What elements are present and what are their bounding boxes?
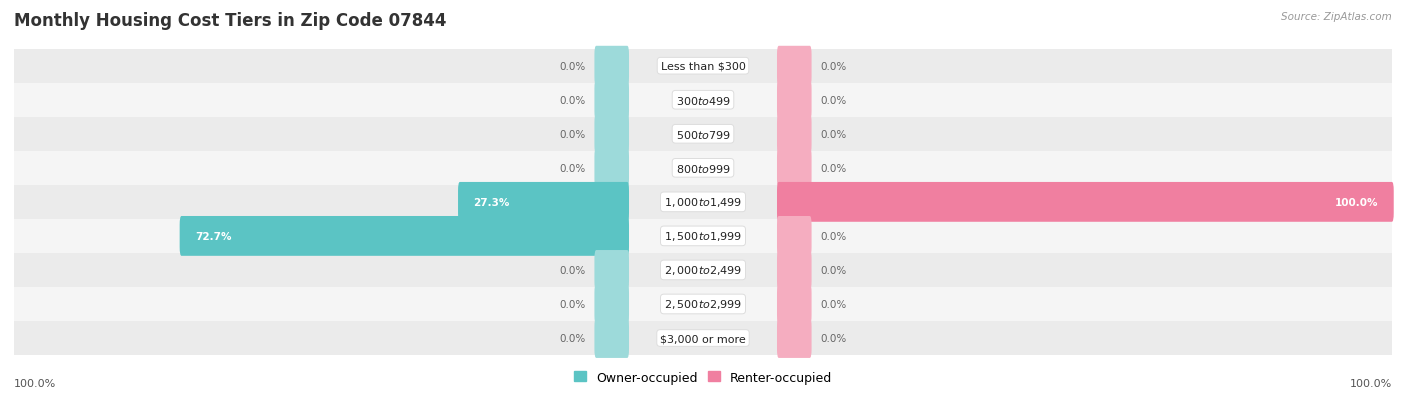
FancyBboxPatch shape [778, 318, 811, 358]
Text: 0.0%: 0.0% [820, 164, 846, 173]
FancyBboxPatch shape [595, 114, 628, 154]
Text: Source: ZipAtlas.com: Source: ZipAtlas.com [1281, 12, 1392, 22]
Text: 27.3%: 27.3% [474, 197, 510, 207]
Bar [14, 185, 1392, 219]
Text: 0.0%: 0.0% [820, 333, 846, 343]
Text: 100.0%: 100.0% [1350, 378, 1392, 388]
Text: 0.0%: 0.0% [820, 95, 846, 105]
Bar [14, 287, 1392, 321]
Text: $800 to $999: $800 to $999 [675, 162, 731, 174]
Text: 100.0%: 100.0% [14, 378, 56, 388]
Bar [14, 253, 1392, 287]
FancyBboxPatch shape [778, 216, 811, 256]
FancyBboxPatch shape [778, 183, 1393, 222]
Legend: Owner-occupied, Renter-occupied: Owner-occupied, Renter-occupied [568, 366, 838, 389]
Text: $2,000 to $2,499: $2,000 to $2,499 [664, 264, 742, 277]
Bar [14, 50, 1392, 83]
Text: 0.0%: 0.0% [820, 299, 846, 309]
Text: $500 to $799: $500 to $799 [675, 128, 731, 140]
Text: $1,500 to $1,999: $1,500 to $1,999 [664, 230, 742, 243]
FancyBboxPatch shape [778, 149, 811, 188]
FancyBboxPatch shape [778, 285, 811, 324]
Text: 0.0%: 0.0% [560, 299, 586, 309]
FancyBboxPatch shape [595, 250, 628, 290]
FancyBboxPatch shape [778, 81, 811, 120]
Text: $2,500 to $2,999: $2,500 to $2,999 [664, 298, 742, 311]
Text: 0.0%: 0.0% [560, 129, 586, 140]
Text: 0.0%: 0.0% [560, 62, 586, 71]
Bar [14, 117, 1392, 152]
Text: 0.0%: 0.0% [560, 265, 586, 275]
Text: 72.7%: 72.7% [195, 231, 232, 241]
Text: $300 to $499: $300 to $499 [675, 95, 731, 107]
Bar [14, 152, 1392, 185]
Text: Monthly Housing Cost Tiers in Zip Code 07844: Monthly Housing Cost Tiers in Zip Code 0… [14, 12, 447, 30]
FancyBboxPatch shape [595, 285, 628, 324]
Text: 0.0%: 0.0% [560, 164, 586, 173]
FancyBboxPatch shape [458, 183, 628, 222]
Text: $1,000 to $1,499: $1,000 to $1,499 [664, 196, 742, 209]
FancyBboxPatch shape [595, 318, 628, 358]
FancyBboxPatch shape [778, 47, 811, 86]
Text: 100.0%: 100.0% [1334, 197, 1378, 207]
FancyBboxPatch shape [595, 149, 628, 188]
Text: $3,000 or more: $3,000 or more [661, 333, 745, 343]
FancyBboxPatch shape [778, 250, 811, 290]
Text: 0.0%: 0.0% [820, 129, 846, 140]
Text: 0.0%: 0.0% [820, 62, 846, 71]
Text: 0.0%: 0.0% [560, 333, 586, 343]
Bar [14, 321, 1392, 355]
Text: 0.0%: 0.0% [560, 95, 586, 105]
FancyBboxPatch shape [778, 114, 811, 154]
Text: 0.0%: 0.0% [820, 265, 846, 275]
Text: 0.0%: 0.0% [820, 231, 846, 241]
FancyBboxPatch shape [180, 216, 628, 256]
Bar [14, 83, 1392, 117]
FancyBboxPatch shape [595, 81, 628, 120]
FancyBboxPatch shape [595, 47, 628, 86]
Bar [14, 219, 1392, 253]
Text: Less than $300: Less than $300 [661, 62, 745, 71]
